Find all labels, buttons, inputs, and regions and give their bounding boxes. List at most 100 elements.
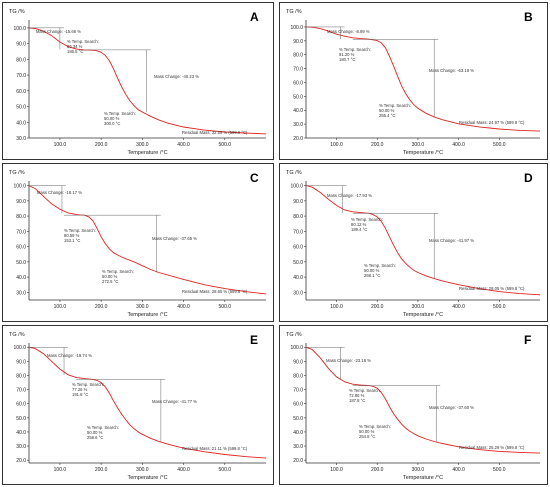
y-tick-label: 60.0 bbox=[293, 402, 303, 408]
x-tick-label: 500.0 bbox=[219, 467, 232, 473]
y-tick-label: 70.0 bbox=[16, 73, 26, 79]
x-tick-label: 500.0 bbox=[219, 142, 232, 148]
x-tick-label: 100.0 bbox=[330, 467, 343, 473]
panel-letter: C bbox=[250, 171, 259, 185]
y-tick-label: 90.0 bbox=[293, 199, 303, 205]
y-tick-label: 40.0 bbox=[16, 275, 26, 281]
x-axis-label: Temperature /°C bbox=[127, 150, 167, 156]
tg-curve bbox=[305, 185, 541, 296]
tg-curve bbox=[28, 346, 267, 459]
mass-change-2-label: Mass Change: -41.97 % bbox=[429, 238, 474, 243]
y-tick-label: 100.0 bbox=[13, 184, 26, 190]
mass-change-2-label: Mass Change: -41.77 % bbox=[152, 399, 197, 404]
x-axis-label: Temperature /°C bbox=[127, 312, 167, 318]
y-tick-label: 50.0 bbox=[293, 94, 303, 100]
y-tick-label: 40.0 bbox=[293, 275, 303, 281]
x-tick-label: 400.0 bbox=[452, 467, 465, 473]
y-tick-label: 50.0 bbox=[293, 260, 303, 266]
y-axis-label: TG /% bbox=[286, 170, 302, 176]
x-axis-label: Temperature /°C bbox=[403, 475, 443, 481]
x-tick-label: 400.0 bbox=[452, 304, 465, 310]
tg-curve bbox=[28, 185, 267, 295]
temp-search-1-label: % Temp. Search: 77.26 % 191.8 °C bbox=[72, 382, 104, 397]
x-tick-label: 400.0 bbox=[177, 142, 190, 148]
temp-search-1-label: % Temp. Search: 72.86 % 187.8 °C bbox=[349, 388, 381, 403]
chart-panel-b: TG /% Temperature /°C B 100.0 90.0 80.0 70.0 60… bbox=[279, 2, 548, 160]
y-tick-label: 80.0 bbox=[16, 57, 26, 63]
chart-panel-a: TG /% Temperature /°C A 100.0 90.0 80.0 70.0 60… bbox=[2, 2, 274, 160]
y-tick-label: 70.0 bbox=[293, 67, 303, 73]
y-tick-label: 90.0 bbox=[16, 42, 26, 48]
x-tick-label: 500.0 bbox=[493, 142, 506, 148]
y-tick-label: 100.0 bbox=[290, 184, 303, 190]
tg-curve bbox=[28, 27, 267, 135]
chart-svg: TG /% Temperature /°C A 100.0 90.0 80.0 70.0 60… bbox=[9, 9, 267, 156]
mass-change-1-label: Mass Change: -23.16 % bbox=[326, 358, 371, 363]
y-axis-label: TG /% bbox=[9, 332, 25, 338]
mass-change-1-label: Mass Change: -19.74 % bbox=[47, 353, 92, 358]
x-tick-label: 400.0 bbox=[177, 304, 190, 310]
chart-panel-f: TG /% Temperature /°C F 100.0 90.0 80.0 70.0 60… bbox=[279, 325, 548, 485]
chart-panel-d: TG /% Temperature /°C D 100.0 90.0 80.0 70.0 60… bbox=[279, 163, 548, 322]
tg-curve bbox=[305, 26, 541, 132]
x-tick-label: 100.0 bbox=[330, 304, 343, 310]
x-tick-label: 300.0 bbox=[412, 467, 425, 473]
y-tick-label: 80.0 bbox=[16, 214, 26, 220]
panel-letter: D bbox=[524, 171, 533, 185]
y-tick-label: 60.0 bbox=[16, 89, 26, 95]
y-tick-label: 70.0 bbox=[293, 388, 303, 394]
y-tick-label: 80.0 bbox=[293, 214, 303, 220]
temp-search-2-label: % Temp. Search: 50.00 % 258.6 °C bbox=[87, 425, 119, 440]
y-tick-label: 70.0 bbox=[16, 229, 26, 235]
x-tick-label: 200.0 bbox=[371, 304, 384, 310]
chart-svg: TG /% Temperature /°C F 100.0 90.0 80.0 70.0 60… bbox=[286, 332, 541, 481]
residual-mass-label: Residual Mass: 32.59 % (599.9 °C) bbox=[182, 130, 248, 135]
mass-change-2-label: Mass Change: -40.23 % bbox=[154, 74, 199, 79]
mass-change-1-label: Mass Change: -8.99 % bbox=[327, 29, 370, 34]
x-tick-label: 200.0 bbox=[371, 142, 384, 148]
residual-mass-label: Residual Mass: 25.29 % (599.8 °C) bbox=[459, 445, 525, 450]
x-axis-label: Temperature /°C bbox=[127, 475, 167, 481]
temp-search-2-label: % Temp. Search: 50.00 % 255.4 °C bbox=[379, 103, 411, 118]
x-tick-label: 300.0 bbox=[136, 304, 149, 310]
y-tick-label: 60.0 bbox=[16, 402, 26, 408]
x-tick-label: 200.0 bbox=[371, 467, 384, 473]
x-tick-label: 100.0 bbox=[330, 142, 343, 148]
y-tick-label: 50.0 bbox=[16, 416, 26, 422]
y-tick-label: 90.0 bbox=[293, 359, 303, 365]
y-tick-label: 60.0 bbox=[16, 245, 26, 251]
y-tick-label: 20.0 bbox=[16, 458, 26, 464]
residual-mass-label: Residual Mass: 24.97 % (599.9 °C) bbox=[459, 120, 525, 125]
mass-change-1-label: Mass Change: -17.93 % bbox=[327, 193, 372, 198]
temp-search-2-label: % Temp. Search: 50.00 % 268.1 °C bbox=[364, 263, 396, 278]
x-tick-label: 400.0 bbox=[177, 467, 190, 473]
residual-mass-label: Residual Mass: 28.05 % (599.8 °C) bbox=[459, 286, 525, 291]
chart-panel-e: TG /% Temperature /°C E 100.0 90.0 80.0 70.0 60… bbox=[2, 325, 274, 485]
panel-letter: B bbox=[524, 10, 533, 24]
temp-search-1-label: % Temp. Search: 86.34 % 186.5 °C bbox=[67, 39, 99, 54]
y-tick-label: 100.0 bbox=[290, 25, 303, 31]
y-axis-label: TG /% bbox=[9, 170, 25, 176]
chart-panel-c: TG /% Temperature /°C C 100.0 90.0 80.0 70.0 60… bbox=[2, 163, 274, 322]
x-tick-label: 300.0 bbox=[412, 142, 425, 148]
temp-search-1-label: % Temp. Search: 91.20 % 180.7 °C bbox=[339, 47, 371, 62]
y-tick-label: 20.0 bbox=[293, 136, 303, 142]
y-tick-label: 80.0 bbox=[16, 373, 26, 379]
x-tick-label: 500.0 bbox=[493, 304, 506, 310]
residual-mass-label: Residual Mass: 28.65 % (599.8 °C) bbox=[182, 289, 248, 294]
x-tick-label: 100.0 bbox=[54, 467, 67, 473]
x-tick-label: 200.0 bbox=[95, 467, 108, 473]
y-tick-label: 50.0 bbox=[16, 105, 26, 111]
x-tick-label: 300.0 bbox=[136, 142, 149, 148]
y-tick-label: 40.0 bbox=[16, 430, 26, 436]
x-tick-label: 500.0 bbox=[219, 304, 232, 310]
mass-change-2-label: Mass Change: -37.65 % bbox=[152, 236, 197, 241]
x-axis-label: Temperature /°C bbox=[403, 150, 443, 156]
y-axis-label: TG /% bbox=[286, 9, 302, 15]
x-axis-label: Temperature /°C bbox=[403, 312, 443, 318]
y-tick-label: 90.0 bbox=[16, 359, 26, 365]
mass-change-1-label: Mass Change: -18.17 % bbox=[37, 190, 82, 195]
panel-letter: F bbox=[524, 333, 531, 347]
y-tick-label: 40.0 bbox=[16, 120, 26, 126]
y-tick-label: 70.0 bbox=[16, 388, 26, 394]
